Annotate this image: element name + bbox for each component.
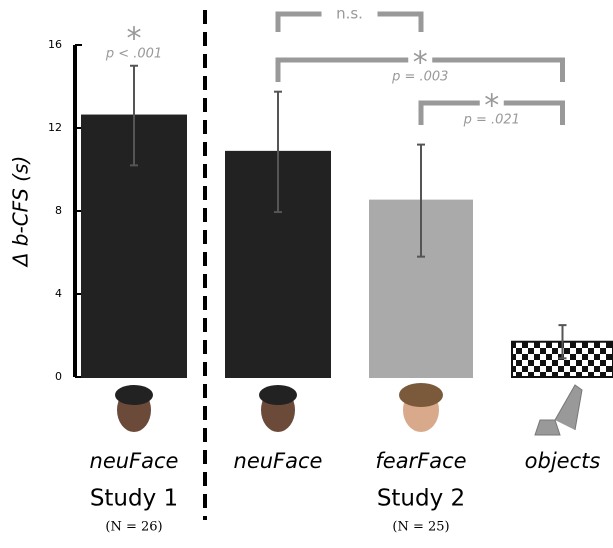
y-tick-label: 16: [48, 38, 62, 51]
thumbnail: [115, 383, 582, 435]
p-value: p = .021: [463, 113, 520, 128]
group-label: Study 1: [90, 486, 178, 512]
category-label: objects: [525, 449, 601, 473]
category-label: neuFace: [90, 449, 179, 473]
page: {"chart_data": {"type": "bar", "y_label"…: [0, 0, 613, 548]
y-tick-label: 4: [55, 287, 62, 300]
group-n: (N = 25): [392, 520, 449, 535]
significance-label: n.s.: [336, 5, 363, 23]
p-value: p = .003: [391, 70, 448, 85]
y-tick-label: 0: [55, 370, 62, 383]
y-axis-label: Δ b-CFS (s): [9, 156, 33, 269]
chart: Δ b-CFS (s) 0 4 8 12 16 neuFace neuFace fearFac…: [0, 0, 613, 544]
category-label: fearFace: [375, 449, 466, 473]
y-tick-label: 8: [55, 204, 62, 217]
p-value: p < .001: [105, 47, 162, 62]
category-label: neuFace: [234, 449, 323, 473]
group-label: Study 2: [377, 486, 465, 512]
group-n: (N = 26): [105, 520, 162, 535]
y-tick-label: 12: [48, 121, 62, 134]
